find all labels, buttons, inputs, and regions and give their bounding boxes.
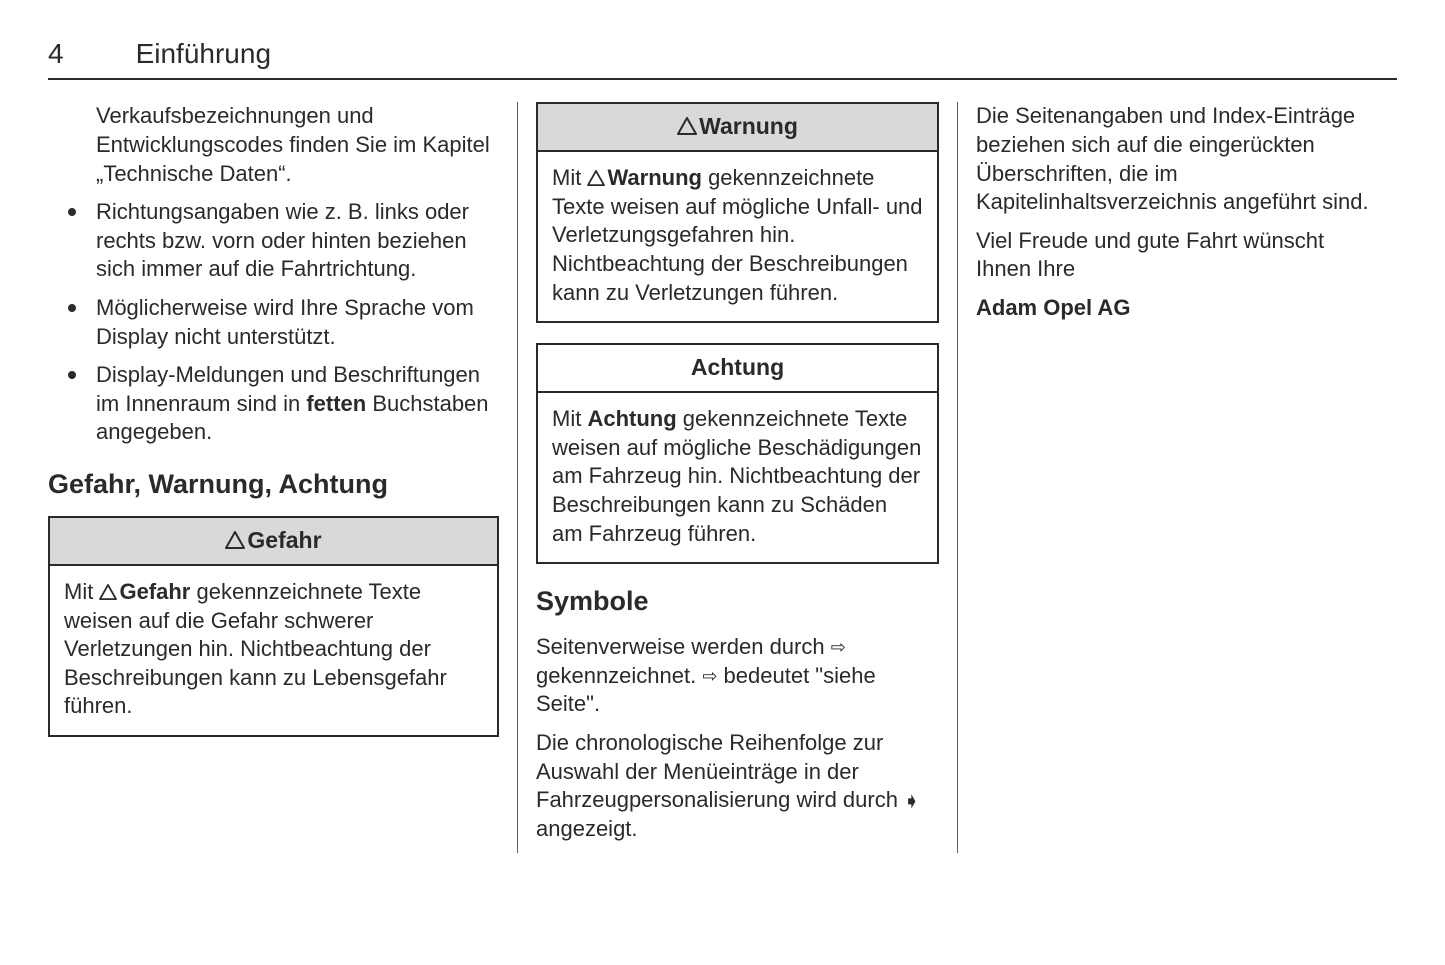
section-heading-symbole: Symbole xyxy=(536,584,939,619)
page-ref-icon: ⇨ xyxy=(831,637,846,657)
notice-body-achtung: Mit Achtung gekennzeichnete Texte weisen… xyxy=(538,393,937,562)
section-heading-gwa: Gefahr, Warnung, Achtung xyxy=(48,467,499,502)
list-item: Möglicherweise wird Ihre Sprache vom Dis… xyxy=(62,294,499,351)
warning-triangle-icon xyxy=(99,584,117,600)
warning-triangle-icon xyxy=(225,531,245,549)
column-3: Die Seitenangaben und Index-Einträge bez… xyxy=(957,102,1397,853)
page-number: 4 xyxy=(48,36,64,72)
chapter-title: Einführung xyxy=(136,36,271,72)
notice-head-gefahr: Gefahr xyxy=(50,518,497,566)
symbole-paragraph-1: Seitenverweise werden durch ⇨ gekennzeic… xyxy=(536,633,939,719)
intro-paragraph: Verkaufsbezeichnungen und Entwicklungsco… xyxy=(96,102,499,188)
notice-box-gefahr: Gefahr Mit Gefahr gekennzeichnete Texte … xyxy=(48,516,499,737)
notice-box-warnung: Warnung Mit Warnung gekennzeichnete Text… xyxy=(536,102,939,323)
column-2: Warnung Mit Warnung gekennzeichnete Text… xyxy=(517,102,957,853)
column-1: Verkaufsbezeichnungen und Entwicklungsco… xyxy=(48,102,517,853)
notice-head-achtung: Achtung xyxy=(538,345,937,393)
warning-triangle-icon xyxy=(677,117,697,135)
notice-box-achtung: Achtung Mit Achtung gekennzeichnete Text… xyxy=(536,343,939,564)
notice-body-gefahr: Mit Gefahr gekennzeichnete Texte weisen … xyxy=(50,566,497,735)
notice-head-warnung: Warnung xyxy=(538,104,937,152)
symbole-paragraph-2: Die chronologische Reihenfolge zur Auswa… xyxy=(536,729,939,843)
signature: Adam Opel AG xyxy=(976,294,1379,323)
bullet-list: Richtungsangaben wie z. B. links oder re… xyxy=(62,198,499,447)
menu-sequence-icon: ➧ xyxy=(904,791,919,811)
list-item: Display-Meldungen und Beschriftungen im … xyxy=(62,361,499,447)
page-ref-icon: ⇨ xyxy=(702,666,717,686)
closing: Viel Freude und gute Fahrt wünscht Ihnen… xyxy=(976,227,1379,284)
index-note: Die Seitenangaben und Index-Einträge bez… xyxy=(976,102,1379,216)
page-header: 4 Einführung xyxy=(48,36,1397,80)
notice-body-warnung: Mit Warnung gekennzeichnete Texte weisen… xyxy=(538,152,937,321)
page-columns: Verkaufsbezeichnungen und Entwicklungsco… xyxy=(48,102,1397,853)
warning-triangle-icon xyxy=(587,170,605,186)
list-item: Richtungsangaben wie z. B. links oder re… xyxy=(62,198,499,284)
